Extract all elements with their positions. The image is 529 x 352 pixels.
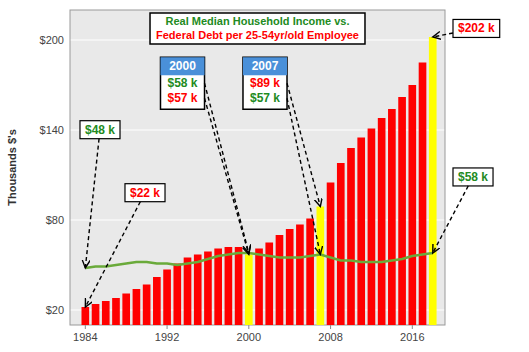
x-tick — [412, 325, 413, 329]
bar — [368, 129, 376, 326]
bar — [204, 252, 212, 326]
annotation-header — [160, 57, 204, 75]
annotation-arrow — [287, 98, 320, 254]
annotation-frame — [160, 57, 204, 109]
annotation-arrow — [287, 83, 320, 206]
bar — [327, 183, 335, 326]
annotation-text: $57 k — [250, 91, 280, 105]
bar — [255, 249, 263, 326]
bar — [153, 277, 161, 325]
bar — [173, 264, 181, 326]
bar — [429, 37, 437, 325]
x-tick-label: 1984 — [73, 331, 97, 343]
x-tick-label: 1992 — [155, 331, 179, 343]
annotation-arrow — [85, 202, 140, 307]
bar — [317, 207, 325, 326]
annotation-frame — [243, 57, 287, 109]
y-axis-label: Thousands $'s — [6, 129, 18, 206]
annotation-frame — [125, 184, 165, 202]
annotation: 2007 $89 k$57 k — [243, 57, 287, 109]
x-tick-label: 2016 — [400, 331, 424, 343]
title-box: Real Median Household Income vs. Federal … — [150, 13, 365, 44]
data-group — [81, 37, 436, 325]
annotation-header-text: 2007 — [252, 59, 279, 73]
y-tick-label: $80 — [46, 214, 64, 226]
annotation: 2000 $58 k$57 k — [160, 57, 204, 109]
annotation-arrow — [85, 139, 99, 268]
y-tick-label: $20 — [46, 304, 64, 316]
annotation-text: $22 k — [130, 186, 160, 200]
annotation-text: $58 k — [458, 170, 488, 184]
bar — [347, 148, 355, 325]
bar — [112, 298, 120, 325]
annotation-text: $58 k — [167, 76, 197, 90]
bar — [122, 294, 130, 326]
bar — [143, 285, 151, 326]
bar — [276, 235, 284, 325]
annotation-frame — [80, 121, 120, 139]
bar — [296, 225, 304, 326]
bar — [306, 219, 314, 326]
annotation-header-text: 2000 — [169, 59, 196, 73]
title-box-frame — [150, 13, 365, 44]
bar — [408, 85, 416, 325]
x-tick — [167, 325, 168, 329]
annotation-frame — [453, 168, 493, 186]
bar — [286, 229, 294, 325]
y-tick-label: $200 — [40, 34, 64, 46]
annotation-text: $89 k — [250, 76, 280, 90]
subtitle: Federal Debt per 25-54yr/old Employee — [156, 29, 359, 41]
bar — [214, 249, 222, 326]
annotation-arrow — [433, 186, 469, 253]
annotation-text: $57 k — [167, 91, 197, 105]
y-tick-label: $140 — [40, 124, 64, 136]
bar — [102, 301, 110, 325]
bar — [398, 97, 406, 325]
bar — [419, 63, 427, 326]
title: Real Median Household Income vs. — [166, 15, 350, 27]
annotation-arrow — [205, 83, 249, 253]
x-tick — [248, 325, 249, 329]
bar — [92, 304, 100, 325]
bar — [378, 118, 386, 325]
x-tick — [330, 325, 331, 329]
x-tick — [85, 325, 86, 329]
annotation-text: $202 k — [458, 21, 495, 35]
x-tick-label: 2008 — [318, 331, 342, 343]
bar — [235, 247, 243, 325]
bar — [225, 247, 233, 325]
chart: $20 $80 $140 $200 1984 1992 2000 2008 2016 Thousa… — [0, 0, 529, 352]
annotation-arrow — [433, 33, 453, 37]
annotation: $22 k — [125, 184, 165, 202]
annotation-text: $48 k — [85, 123, 115, 137]
bar — [337, 163, 345, 325]
bar — [184, 258, 192, 326]
annotation: $58 k — [453, 168, 493, 186]
bar — [388, 109, 396, 325]
annotation: $202 k — [453, 19, 500, 37]
line — [85, 253, 432, 268]
bar — [357, 138, 365, 326]
bar — [245, 255, 253, 326]
bar — [163, 270, 171, 326]
annotation-header — [243, 57, 287, 75]
bar — [133, 289, 141, 325]
bar — [81, 307, 89, 325]
annotation: $48 k — [80, 121, 120, 139]
bar — [194, 255, 202, 326]
x-tick-label: 2000 — [237, 331, 261, 343]
annotation-arrow — [205, 98, 249, 254]
annotation-frame — [453, 19, 500, 37]
